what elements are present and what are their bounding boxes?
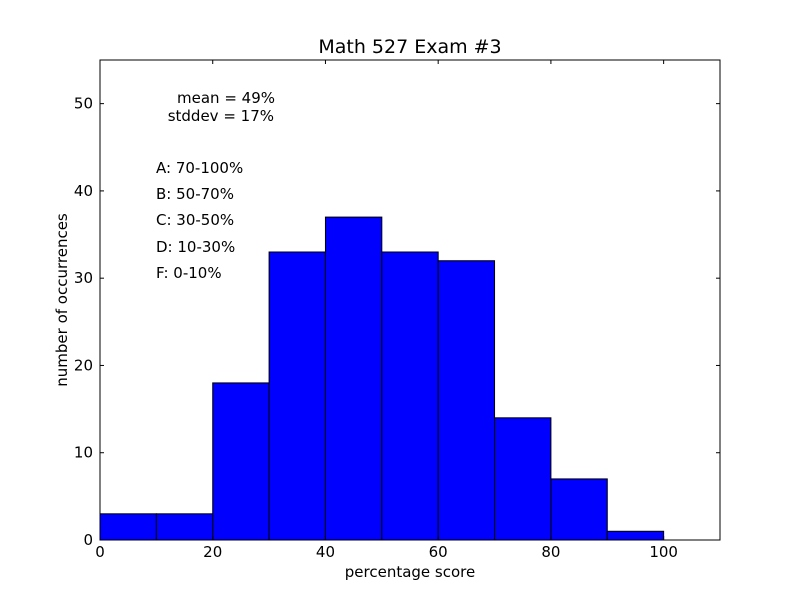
y-axis-label: number of occurrences xyxy=(53,213,71,387)
y-tick-label: 50 xyxy=(74,95,93,113)
stats-annotation: mean = 49% stddev = 17% xyxy=(168,89,275,125)
grade-d-annotation: D: 10-30% xyxy=(156,238,235,256)
x-tick-label: 40 xyxy=(316,543,335,561)
x-tick-label: 80 xyxy=(541,543,560,561)
mean-annotation: mean = 49% xyxy=(177,89,275,107)
x-tick-label: 20 xyxy=(203,543,222,561)
stddev-annotation: stddev = 17% xyxy=(168,107,274,125)
histogram-bar-10-20 xyxy=(155,513,214,541)
histogram-bar-70-80 xyxy=(494,417,552,541)
histogram-bar-50-60 xyxy=(381,251,439,541)
histogram-bar-40-50 xyxy=(324,216,383,541)
x-tick-label: 60 xyxy=(429,543,448,561)
histogram-bar-20-30 xyxy=(212,382,270,541)
grade-b-annotation: B: 50-70% xyxy=(156,185,234,203)
x-tick-label: 0 xyxy=(95,543,105,561)
histogram-bar-90-100 xyxy=(606,530,665,541)
grade-c-annotation: C: 30-50% xyxy=(156,211,234,229)
histogram-bar-60-70 xyxy=(437,260,496,541)
x-axis-label: percentage score xyxy=(345,563,475,581)
bars-group xyxy=(99,216,665,541)
plot-frame xyxy=(99,59,721,541)
histogram-bar-80-90 xyxy=(550,478,608,541)
y-tick-label: 30 xyxy=(74,269,93,287)
grade-f-annotation: F: 0-10% xyxy=(156,264,222,282)
histogram-bar-30-40 xyxy=(268,251,326,541)
y-tick-label: 20 xyxy=(74,356,93,374)
y-tick-label: 0 xyxy=(83,531,93,549)
ticks-group: 0 20 40 60 80 100 0 10 20 30 40 50 xyxy=(74,60,720,561)
grade-annotations: A: 70-100% B: 50-70% C: 30-50% D: 10-30%… xyxy=(156,159,243,282)
y-tick-label: 10 xyxy=(74,444,93,462)
histogram-bar-0-10 xyxy=(99,513,157,541)
grade-a-annotation: A: 70-100% xyxy=(156,159,243,177)
x-tick-label: 100 xyxy=(649,543,678,561)
y-tick-label: 40 xyxy=(74,182,93,200)
chart-title: Math 527 Exam #3 xyxy=(318,36,501,58)
